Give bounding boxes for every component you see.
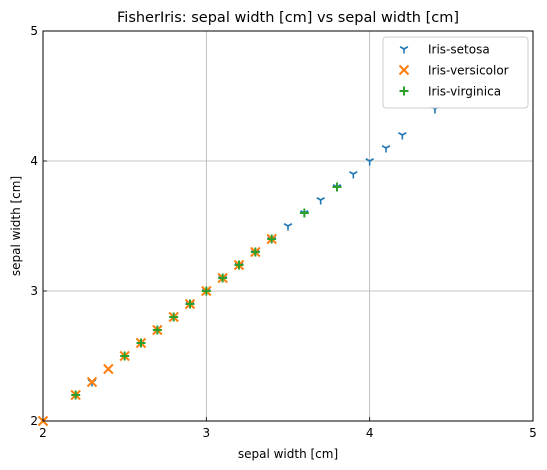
x-tick-label: 5: [529, 426, 537, 440]
data-point: [103, 363, 114, 375]
x-tick-label: 3: [203, 426, 211, 440]
y-tick-label: 4: [30, 154, 38, 168]
data-point: [250, 247, 260, 257]
legend-box: [382, 36, 529, 109]
marker-stroke: [283, 223, 289, 227]
data-point: [120, 351, 130, 361]
legend-item: Iris-virginica: [399, 85, 501, 99]
legend-label: Iris-setosa: [428, 43, 490, 57]
data-point: [234, 260, 244, 270]
x-axis-label: sepal width [cm]: [238, 447, 338, 461]
legend-label: Iris-virginica: [428, 85, 501, 99]
marker-stroke: [381, 145, 387, 149]
x-tick-label: 4: [366, 426, 374, 440]
legend-label: Iris-versicolor: [428, 64, 509, 78]
legend-marker: [399, 46, 409, 54]
legend-marker: [399, 86, 409, 96]
y-axis-label: sepal width [cm]: [9, 176, 23, 276]
marker-stroke: [399, 46, 405, 50]
y-tick-label: 5: [30, 24, 38, 38]
data-point: [218, 273, 228, 283]
marker-stroke: [349, 171, 354, 175]
data-point: [381, 145, 391, 153]
marker-stroke: [369, 158, 374, 162]
data-point: [185, 299, 195, 309]
data-point: [71, 390, 81, 400]
y-tick-label: 3: [30, 284, 38, 298]
marker-stroke: [403, 46, 409, 50]
data-point: [349, 171, 358, 179]
data-point: [332, 182, 342, 192]
marker-stroke: [316, 197, 322, 201]
x-tick-label: 2: [39, 426, 47, 440]
data-point: [169, 312, 179, 322]
marker-stroke: [352, 171, 358, 175]
chart-title: FisherIris: sepal width [cm] vs sepal wi…: [117, 10, 459, 26]
axes-frame: [42, 30, 534, 422]
plot-area: 2 3 4 5 2 3 4 5: [30, 24, 536, 440]
marker-stroke: [365, 158, 371, 162]
marker-stroke: [398, 132, 403, 136]
marker-stroke: [103, 363, 114, 375]
data-point: [152, 325, 162, 335]
data-point: [316, 197, 325, 205]
legend-item: Iris-versicolor: [398, 64, 509, 78]
data-point: [398, 132, 407, 140]
legend-item: Iris-setosa: [399, 43, 490, 57]
data-points: [37, 106, 440, 427]
data-point: [365, 158, 374, 166]
data-point: [267, 234, 277, 244]
legend: Iris-setosa Iris-versicolor Iris-virginica: [382, 36, 529, 109]
marker-stroke: [398, 64, 410, 76]
marker-stroke: [385, 145, 391, 149]
y-tick-label: 2: [30, 414, 38, 428]
data-point: [201, 286, 211, 296]
data-point: [299, 208, 309, 218]
marker-stroke: [401, 132, 407, 136]
data-point: [136, 338, 146, 348]
marker-stroke: [287, 223, 293, 227]
marker-stroke: [320, 197, 325, 201]
data-point: [86, 376, 98, 388]
legend-marker: [398, 64, 410, 76]
data-point: [283, 223, 293, 231]
marker-stroke: [86, 376, 98, 388]
